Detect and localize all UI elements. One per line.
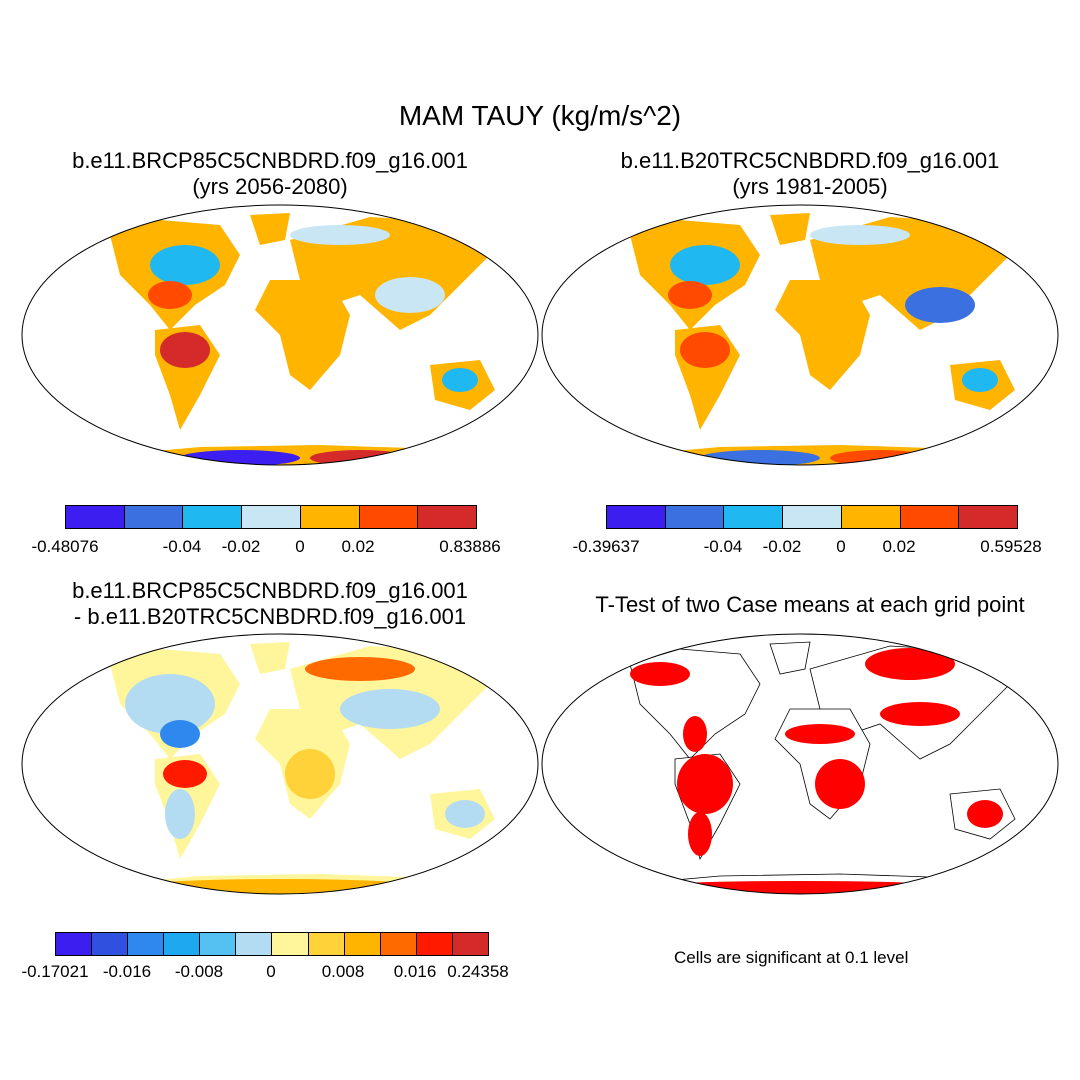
colorbar-swatch [607, 506, 666, 528]
map-bottom-right [619, 641, 1016, 894]
colorbar-swatch [308, 933, 345, 955]
colorbar-swatch [665, 506, 725, 528]
colorbar-bottom-left-label: -0.016 [102, 962, 152, 981]
colorbar-bottom-left-label: 0.016 [393, 962, 437, 981]
colorbar-swatch [418, 506, 477, 528]
colorbar-top-right-label: 0.02 [882, 537, 916, 556]
colorbar-swatch [200, 933, 237, 955]
significance-note: Cells are significant at 0.1 level [674, 948, 909, 967]
colorbar-swatch [183, 506, 243, 528]
colorbar-swatch [359, 506, 419, 528]
colorbar-top-right [606, 505, 1018, 529]
colorbar-bottom-left-label: -0.17021 [21, 962, 89, 981]
panel-title-top-right-line2: (yrs 1981-2005) [732, 174, 888, 199]
colorbar-swatch [66, 506, 125, 528]
panel-title-top-left-line1: b.e11.BRCP85C5CNBDRD.f09_g16.001 [72, 148, 468, 173]
colorbar-swatch [452, 933, 488, 955]
panel-title-bottom-right: T-Test of two Case means at each grid po… [595, 592, 1025, 617]
colorbar-bottom-left-label: -0.008 [174, 962, 224, 981]
colorbar-swatch [56, 933, 93, 955]
colorbar-swatch [164, 933, 201, 955]
colorbar-swatch [242, 506, 301, 528]
colorbar-swatch [724, 506, 784, 528]
colorbar-top-left-label: 0.02 [341, 537, 375, 556]
colorbar-bottom-left-label: 0.008 [321, 962, 365, 981]
panel-title-top-right-line1: b.e11.B20TRC5CNBDRD.f09_g16.001 [620, 148, 1000, 173]
map-bottom-left [100, 642, 495, 894]
colorbar-top-left-label: -0.04 [162, 537, 202, 556]
colorbar-top-left-label: -0.02 [221, 537, 261, 556]
colorbar-top-right-label: -0.04 [703, 537, 743, 556]
colorbar-top-right-label: 0 [836, 537, 846, 556]
colorbar-top-left-label: 0.83886 [439, 537, 501, 556]
colorbar-bottom-left-label: 0.24358 [447, 962, 509, 981]
colorbar-swatch [128, 933, 165, 955]
panel-title-bottom-left-line1: b.e11.BRCP85C5CNBDRD.f09_g16.001 [72, 578, 468, 603]
colorbar-swatch [344, 933, 381, 955]
panel-title-top-left: b.e11.BRCP85C5CNBDRD.f09_g16.001 (yrs 20… [20, 148, 520, 200]
panel-title-top-left-line2: (yrs 2056-2080) [192, 174, 348, 199]
colorbar-top-left-label: 0 [295, 537, 305, 556]
colorbar-bottom-left-label: 0 [266, 962, 276, 981]
colorbar-swatch [272, 933, 309, 955]
figure-title: MAM TAUY (kg/m/s^2) [398, 100, 682, 131]
map-top-left [100, 213, 495, 465]
panel-title-top-right: b.e11.B20TRC5CNBDRD.f09_g16.001 (yrs 198… [560, 148, 1060, 200]
colorbar-top-left [65, 505, 477, 529]
colorbar-bottom-left [55, 932, 489, 956]
colorbar-swatch [92, 933, 129, 955]
colorbar-top-right-label: -0.39637 [572, 537, 640, 556]
panel-title-bottom-left-line2: - b.e11.B20TRC5CNBDRD.f09_g16.001 [73, 604, 467, 629]
colorbar-swatch [783, 506, 842, 528]
colorbar-swatch [900, 506, 960, 528]
colorbar-swatch [300, 506, 360, 528]
colorbar-swatch [236, 933, 273, 955]
colorbar-top-right-label: -0.02 [762, 537, 802, 556]
colorbar-swatch [124, 506, 184, 528]
colorbar-swatch [416, 933, 453, 955]
colorbar-swatch [380, 933, 417, 955]
colorbar-swatch [841, 506, 901, 528]
colorbar-swatch [959, 506, 1018, 528]
colorbar-top-left-label: -0.48076 [31, 537, 99, 556]
panel-title-bottom-left: b.e11.BRCP85C5CNBDRD.f09_g16.001 - b.e11… [20, 578, 520, 630]
map-top-right [620, 213, 1015, 465]
colorbar-top-right-label: 0.59528 [980, 537, 1042, 556]
